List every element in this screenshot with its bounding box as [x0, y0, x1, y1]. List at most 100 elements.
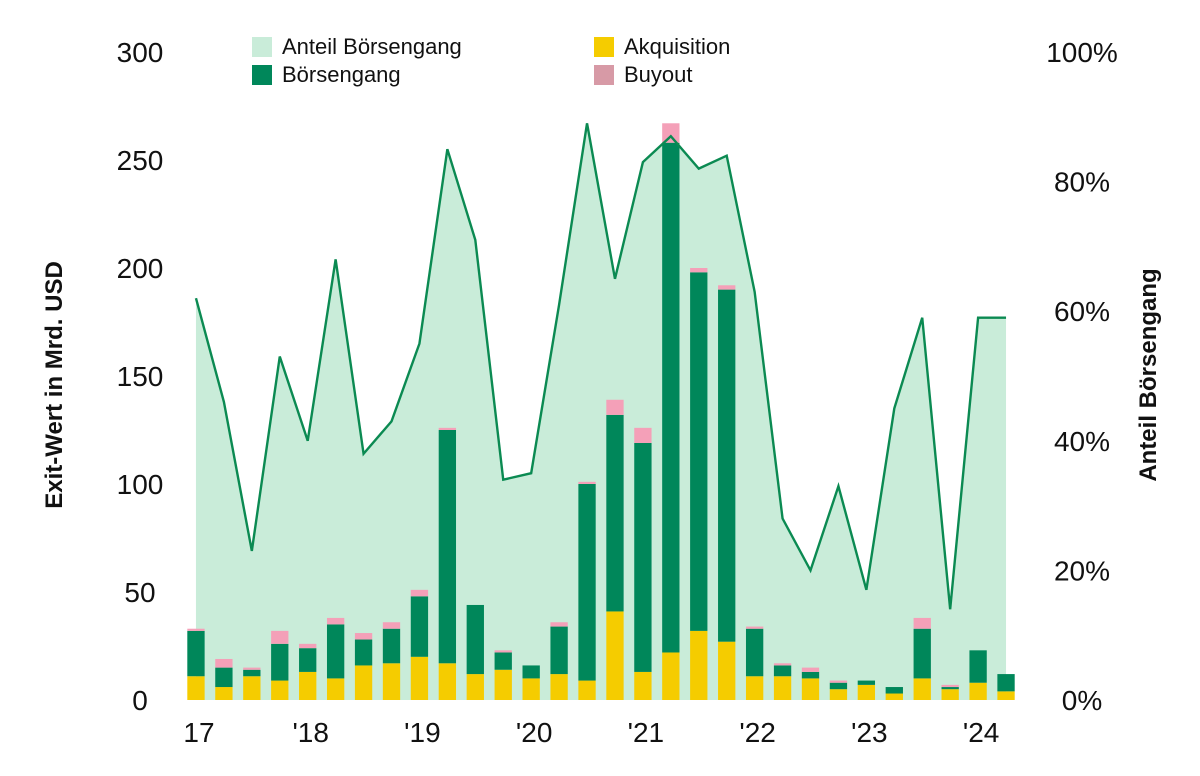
- y2-tick-label: 60%: [1054, 296, 1110, 327]
- bars-layer: [187, 123, 1015, 700]
- y-tick-label: 50: [124, 577, 155, 608]
- bar-acq-6: [354, 665, 373, 700]
- bar-buyout-20: [745, 626, 764, 629]
- x-tick-label: 17: [183, 717, 214, 748]
- y-tick-label: 200: [117, 253, 164, 284]
- bar-ipo-11: [494, 652, 512, 670]
- bar-acq-16: [634, 671, 652, 700]
- bar-buyout-2: [243, 667, 261, 670]
- bar-acq-0: [187, 676, 205, 700]
- bar-buyout-15: [606, 399, 624, 415]
- legend-label-share: Anteil Börsengang: [282, 34, 462, 59]
- bar-acq-25: [885, 693, 903, 700]
- bar-acq-24: [857, 684, 876, 700]
- bar-acq-14: [578, 680, 596, 700]
- bar-buyout-11: [494, 650, 512, 653]
- bar-buyout-17: [662, 123, 680, 143]
- bar-acq-5: [326, 678, 345, 700]
- bar-ipo-28: [969, 650, 987, 683]
- bar-ipo-16: [634, 442, 652, 672]
- bar-acq-17: [662, 652, 680, 700]
- y2-tick-label: 40%: [1054, 426, 1110, 457]
- x-tick-label: '21: [628, 717, 665, 748]
- bar-buyout-26: [913, 617, 931, 629]
- bar-acq-12: [522, 678, 540, 700]
- bar-ipo-10: [466, 604, 484, 675]
- bar-ipo-4: [299, 648, 317, 672]
- legend-label-buyout: Buyout: [624, 62, 693, 87]
- bar-ipo-29: [997, 674, 1015, 692]
- x-tick-label: '19: [404, 717, 441, 748]
- bar-acq-28: [969, 682, 987, 700]
- bar-ipo-24: [857, 680, 876, 685]
- y-tick-label: 100: [117, 469, 164, 500]
- bar-ipo-5: [326, 624, 345, 679]
- share-area-layer: [195, 123, 1007, 700]
- bar-ipo-1: [215, 667, 233, 688]
- bar-ipo-13: [550, 626, 568, 675]
- bar-acq-11: [494, 669, 512, 700]
- bar-acq-19: [718, 641, 736, 700]
- y2-tick-label: 100%: [1046, 37, 1118, 68]
- bar-buyout-27: [941, 684, 959, 688]
- bar-ipo-26: [913, 628, 931, 679]
- bar-ipo-17: [662, 142, 680, 653]
- bar-buyout-6: [354, 633, 373, 640]
- x-tick-label: '22: [739, 717, 776, 748]
- bar-buyout-5: [326, 617, 345, 625]
- bar-buyout-22: [801, 667, 820, 672]
- y-tick-label: 150: [117, 361, 164, 392]
- bar-acq-29: [997, 691, 1015, 700]
- legend-swatch-buyout: [594, 65, 614, 85]
- y-tick-label: 250: [117, 145, 164, 176]
- bar-ipo-8: [410, 596, 429, 657]
- bar-acq-7: [382, 663, 401, 700]
- bar-buyout-16: [634, 427, 652, 443]
- bar-acq-10: [466, 674, 484, 700]
- y2-axis-title: Anteil Börsengang: [1135, 268, 1162, 481]
- legend: Anteil Börsengang Börsengang Akquisition…: [252, 34, 730, 87]
- bar-buyout-14: [578, 481, 596, 484]
- y-axis-title: Exit-Wert in Mrd. USD: [41, 261, 68, 509]
- bar-buyout-8: [410, 589, 429, 597]
- bar-acq-4: [299, 671, 317, 700]
- bar-buyout-0: [187, 628, 205, 631]
- y2-tick-label: 20%: [1054, 555, 1110, 586]
- bar-ipo-27: [941, 687, 959, 690]
- bar-acq-1: [215, 687, 233, 700]
- y2-tick-label: 0%: [1062, 685, 1102, 716]
- bar-ipo-25: [885, 687, 903, 694]
- bar-ipo-19: [718, 289, 736, 642]
- y-tick-label: 0: [132, 685, 148, 716]
- legend-label-ipo: Börsengang: [282, 62, 401, 87]
- bar-acq-27: [941, 689, 959, 700]
- bar-acq-2: [243, 676, 261, 700]
- bar-acq-8: [410, 656, 429, 700]
- bar-acq-18: [690, 630, 708, 700]
- bar-acq-20: [745, 676, 764, 700]
- bar-acq-21: [773, 676, 792, 700]
- bar-acq-9: [438, 663, 457, 700]
- bar-buyout-19: [718, 285, 736, 290]
- bar-ipo-9: [438, 430, 457, 664]
- bar-buyout-9: [438, 427, 457, 430]
- bar-acq-22: [801, 678, 820, 700]
- x-tick-label: '18: [292, 717, 329, 748]
- bar-ipo-22: [801, 671, 820, 679]
- bar-ipo-7: [382, 628, 401, 664]
- bar-ipo-3: [271, 643, 289, 681]
- axes-layer: 0 50 100 150 200 250 300 0% 20% 40% 60% 80% 100% 17 '1…: [117, 37, 1118, 748]
- legend-label-acq: Akquisition: [624, 34, 730, 59]
- x-tick-label: '23: [851, 717, 888, 748]
- bar-ipo-6: [354, 639, 373, 666]
- legend-swatch-ipo: [252, 65, 272, 85]
- bar-ipo-0: [187, 630, 205, 677]
- bar-ipo-2: [243, 669, 261, 677]
- legend-swatch-acq: [594, 37, 614, 57]
- y-tick-label: 300: [117, 37, 164, 68]
- bar-buyout-1: [215, 658, 233, 668]
- x-tick-label: '20: [516, 717, 553, 748]
- bar-acq-26: [913, 678, 931, 700]
- bar-ipo-14: [578, 484, 596, 681]
